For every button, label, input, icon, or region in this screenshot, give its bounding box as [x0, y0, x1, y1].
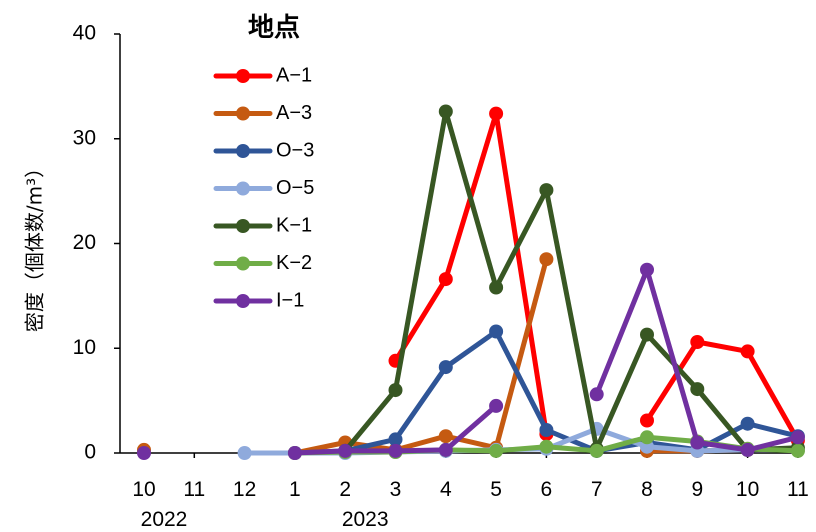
data-point [389, 383, 403, 397]
data-point [238, 446, 252, 460]
x-tick-label: 11 [787, 478, 809, 501]
series-line [597, 270, 798, 450]
legend-label: K−1 [276, 214, 312, 236]
legend-label: O−5 [276, 177, 314, 199]
y-tick-label: 10 [73, 336, 96, 359]
x-tick-label: 9 [691, 478, 703, 501]
series-line [345, 112, 798, 451]
legend-item: O−3 [216, 139, 314, 161]
x-tick-label: 1 [289, 478, 301, 501]
data-point [489, 325, 503, 339]
legend-swatch-marker [236, 257, 250, 271]
legend-item: I−1 [216, 289, 304, 311]
legend-item: A−1 [216, 64, 312, 86]
legend-swatch-marker [236, 107, 250, 121]
legend-swatch-marker [236, 219, 250, 233]
data-point [338, 444, 352, 458]
legend-swatch-marker [236, 69, 250, 83]
data-point [439, 443, 453, 457]
x-tick-label: 10 [132, 478, 155, 501]
y-axis-label: 密度（個体数/m³） [23, 158, 47, 332]
data-point [640, 263, 654, 277]
data-point [640, 414, 654, 428]
series-7 [137, 263, 805, 460]
legend-label: I−1 [276, 289, 304, 311]
data-point [288, 446, 302, 460]
legend-item: A−3 [216, 102, 312, 124]
x-tick-label: 4 [440, 478, 452, 501]
data-point [539, 423, 553, 437]
x-tick-label: 10 [736, 478, 759, 501]
data-point [489, 444, 503, 458]
year-label: 2022 [141, 508, 188, 531]
data-point [791, 430, 805, 444]
data-point [137, 446, 151, 460]
data-point [489, 399, 503, 413]
data-point [690, 382, 704, 396]
x-tick-label: 2 [339, 478, 351, 501]
data-point [590, 387, 604, 401]
legend-swatch-marker [236, 182, 250, 196]
x-tick-label: 3 [390, 478, 402, 501]
series-layer [137, 105, 805, 461]
data-point [439, 360, 453, 374]
x-tick-label: 7 [591, 478, 603, 501]
legend-swatch-marker [236, 294, 250, 308]
x-tick-label: 8 [641, 478, 653, 501]
legend-label: O−3 [276, 139, 314, 161]
data-point [640, 430, 654, 444]
data-point [741, 344, 755, 358]
x-tick-label: 12 [233, 478, 256, 501]
data-point [539, 252, 553, 266]
data-point [791, 444, 805, 458]
data-point [590, 444, 604, 458]
data-point [439, 105, 453, 119]
data-point [741, 417, 755, 431]
legend-label: K−2 [276, 252, 312, 274]
legend-label: A−3 [276, 102, 312, 124]
y-tick-label: 40 [73, 22, 96, 45]
data-point [389, 444, 403, 458]
y-axis-title: 密度（個体数/m³） [23, 158, 47, 332]
y-tick-label: 0 [84, 441, 96, 464]
data-point [489, 281, 503, 295]
legend-item: K−2 [216, 252, 312, 274]
y-tick-label: 20 [73, 231, 96, 254]
legend-item: O−5 [216, 177, 314, 199]
legend: 地点 A−1 A−3 O−3 O−5 K−1 K−2 I−1 [216, 12, 314, 311]
data-point [539, 183, 553, 197]
data-point [741, 443, 755, 457]
legend-label: A−1 [276, 64, 312, 86]
data-point [539, 440, 553, 454]
x-tick-label: 6 [541, 478, 553, 501]
year-label: 2023 [342, 508, 389, 531]
x-tick-label: 5 [490, 478, 502, 501]
data-point [690, 335, 704, 349]
data-point [640, 328, 654, 342]
legend-title: 地点 [248, 12, 300, 43]
data-point [690, 436, 704, 450]
legend-item: K−1 [216, 214, 312, 236]
series-5 [338, 105, 805, 458]
data-point [439, 272, 453, 286]
y-tick-label: 30 [73, 126, 96, 149]
legend-swatch-marker [236, 144, 250, 158]
data-point [489, 107, 503, 121]
data-point [439, 429, 453, 443]
x-tick-label: 11 [183, 478, 205, 501]
